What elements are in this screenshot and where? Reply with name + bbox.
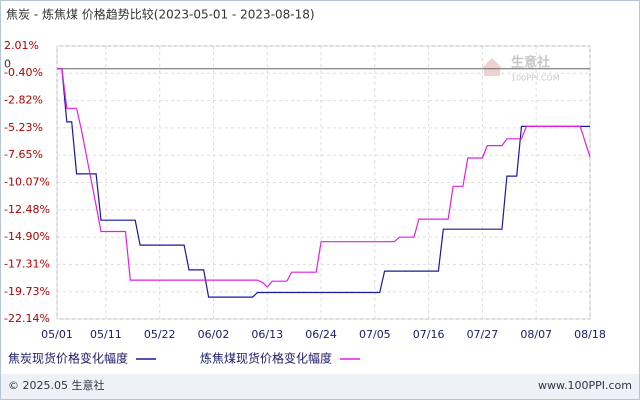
zero-label: 0 bbox=[4, 58, 11, 71]
y-tick-label: 2.01% bbox=[4, 39, 39, 52]
watermark-site: 100PPI.COM bbox=[511, 74, 560, 83]
y-tick-label: -14.90% bbox=[4, 230, 50, 243]
x-tick-label: 07/16 bbox=[413, 328, 445, 341]
watermark-icon bbox=[482, 58, 502, 76]
footer-bar bbox=[1, 374, 639, 399]
series-line bbox=[57, 68, 590, 298]
x-tick-label: 06/13 bbox=[251, 328, 283, 341]
x-tick-label: 08/07 bbox=[520, 328, 552, 341]
legend-label: 炼焦煤现货价格变化幅度 bbox=[200, 351, 332, 366]
y-tick-label: -0.40% bbox=[4, 66, 43, 79]
y-tick-label: -12.48% bbox=[4, 203, 50, 216]
x-tick-label: 06/02 bbox=[198, 328, 230, 341]
watermark-name: 生意社 bbox=[511, 55, 550, 71]
x-tick-label: 06/24 bbox=[305, 328, 337, 341]
y-tick-label: -22.14% bbox=[4, 312, 50, 325]
y-tick-label: -19.73% bbox=[4, 285, 50, 298]
chart-title: 焦炭 - 炼焦煤 价格趋势比较(2023-05-01 - 2023-08-18) bbox=[6, 7, 315, 22]
x-tick-label: 05/01 bbox=[41, 328, 73, 341]
y-tick-label: -5.23% bbox=[4, 121, 43, 134]
y-tick-label: -17.31% bbox=[4, 257, 50, 270]
y-tick-label: -10.07% bbox=[4, 176, 50, 189]
series-line bbox=[57, 68, 591, 288]
footer-left: © 2025.05 生意社 bbox=[8, 378, 104, 392]
watermark: 生意社 100PPI.COM bbox=[482, 55, 560, 83]
legend-label: 焦炭现货价格变化幅度 bbox=[8, 351, 128, 366]
x-tick-label: 08/18 bbox=[574, 328, 606, 341]
y-tick-label: -7.65% bbox=[4, 148, 43, 161]
x-tick-label: 07/27 bbox=[467, 328, 499, 341]
x-tick-label: 07/05 bbox=[359, 328, 391, 341]
footer-right: www.100PPI.com bbox=[538, 379, 632, 392]
x-tick-label: 05/11 bbox=[90, 328, 122, 341]
x-tick-label: 05/22 bbox=[144, 328, 176, 341]
y-tick-label: -2.82% bbox=[4, 94, 43, 107]
